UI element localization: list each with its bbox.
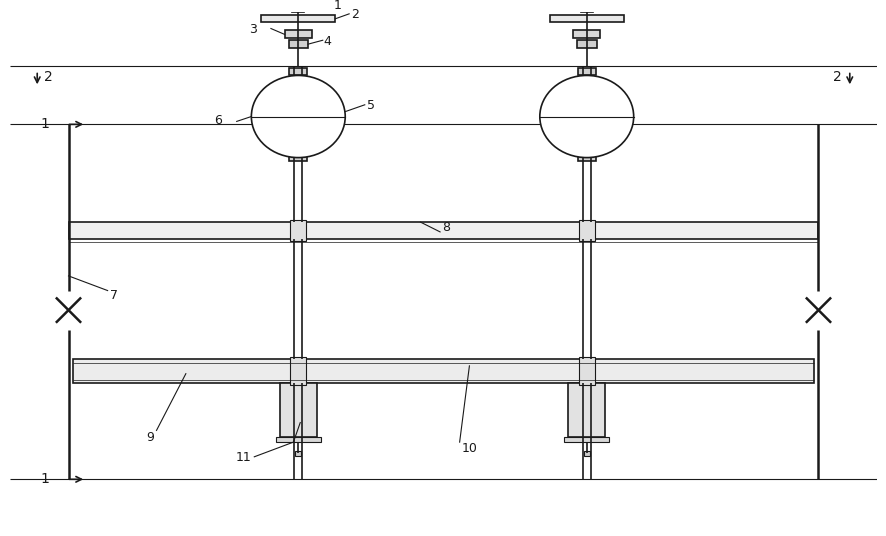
Text: 3: 3 <box>249 23 257 36</box>
Bar <box>583 451 589 456</box>
Ellipse shape <box>540 76 633 158</box>
Text: 5: 5 <box>366 99 374 112</box>
Bar <box>563 437 609 442</box>
Bar <box>580 4 592 12</box>
Bar <box>295 451 301 456</box>
Bar <box>578 68 595 76</box>
Bar <box>549 15 623 21</box>
Text: 7: 7 <box>110 289 118 302</box>
Bar <box>284 31 312 38</box>
Text: 1: 1 <box>40 472 49 486</box>
Text: 8: 8 <box>441 221 449 234</box>
Text: 2: 2 <box>832 70 841 84</box>
Bar <box>579 220 594 241</box>
Text: 6: 6 <box>214 114 222 127</box>
Bar <box>572 31 600 38</box>
Text: 11: 11 <box>236 451 251 464</box>
Bar <box>276 437 321 442</box>
Text: 2: 2 <box>44 70 53 84</box>
Text: 10: 10 <box>461 443 477 456</box>
Bar <box>579 357 594 385</box>
Bar <box>578 154 595 161</box>
Text: 1: 1 <box>333 0 341 12</box>
Bar <box>568 383 604 437</box>
Text: 1: 1 <box>40 117 49 131</box>
Bar <box>260 15 335 21</box>
Text: 2: 2 <box>351 9 359 21</box>
Bar <box>288 40 307 48</box>
Bar <box>290 357 306 385</box>
Bar <box>279 383 316 437</box>
Text: 9: 9 <box>146 431 154 444</box>
Bar <box>289 154 307 161</box>
Text: 4: 4 <box>323 35 331 48</box>
Ellipse shape <box>251 76 345 158</box>
Bar <box>576 40 596 48</box>
Bar <box>68 222 818 239</box>
Bar <box>292 4 304 12</box>
Bar <box>290 220 306 241</box>
Bar <box>74 359 812 383</box>
Bar <box>289 68 307 76</box>
